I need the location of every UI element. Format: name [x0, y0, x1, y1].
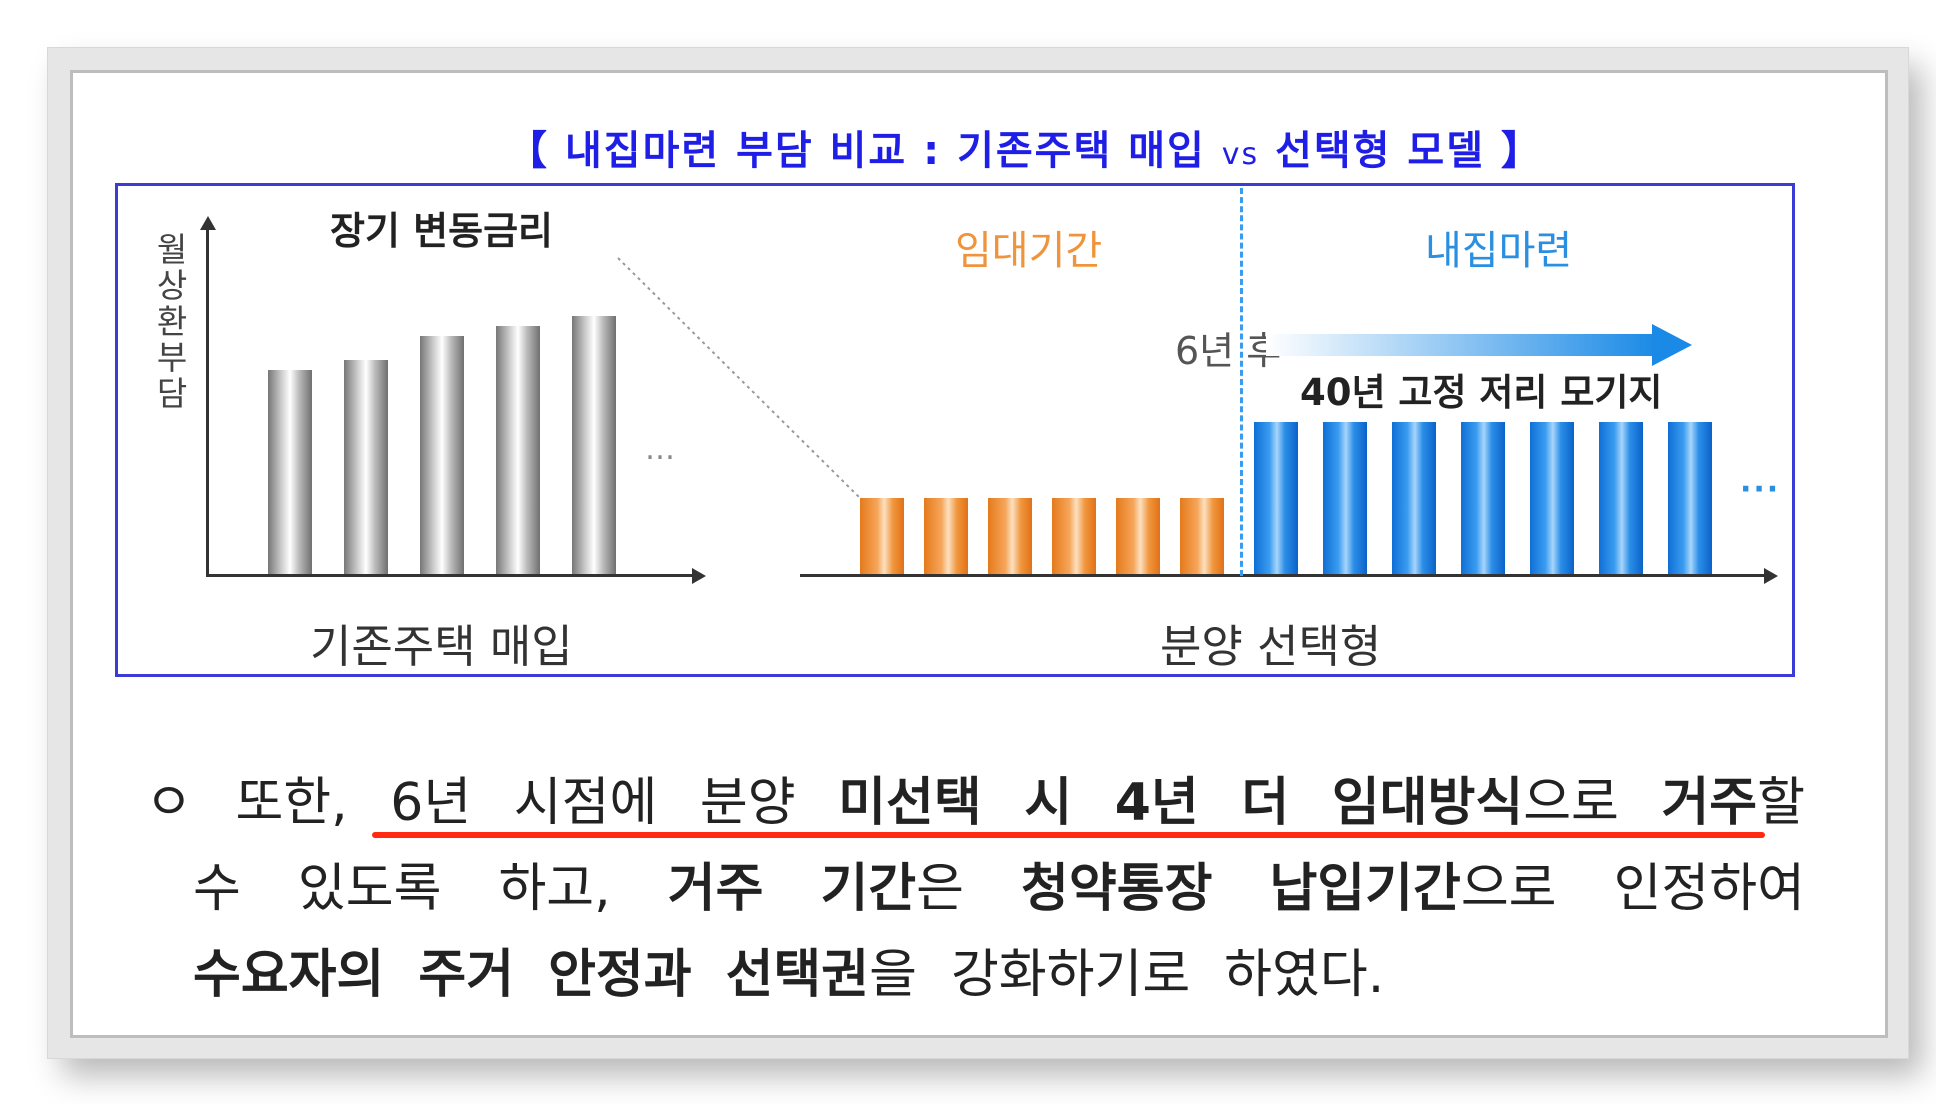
left-group-title: 장기 변동금리: [330, 209, 553, 253]
word: 시점에: [513, 773, 658, 833]
own-period-label: 내집마련: [1425, 228, 1573, 274]
bar-rent-1: [860, 498, 904, 574]
right-x-axis: [800, 574, 1766, 577]
bar-own-1: [1254, 422, 1298, 574]
word: 6년: [390, 773, 472, 833]
body-line-2: 수 있도록 하고, 거주 기간은 청약통장 납입기간으로 인정하여: [145, 846, 1805, 932]
title-left: 【 내집마련 부담 비교 : 기존주택 매입: [507, 128, 1206, 174]
word-group: 기간은: [820, 846, 964, 932]
word: 하였다.: [1224, 945, 1385, 1005]
bar-existing-1: [268, 370, 312, 574]
bar-rent-4: [1052, 498, 1096, 574]
word-bold: 거주: [1661, 773, 1758, 833]
word-bold: 4년: [1114, 773, 1199, 833]
bullet: ㅇ: [145, 773, 193, 833]
bar-rent-5: [1116, 498, 1160, 574]
right-ellipsis: ···: [1740, 472, 1781, 507]
body-paragraph: ㅇ 또한, 6년 시점에 분양 미선택 시 4년 더 임대방식으로 거주할 수 …: [145, 760, 1805, 1018]
word: 강화하기로: [950, 945, 1191, 1005]
bar-own-3: [1392, 422, 1436, 574]
word-bold: 납입기간: [1269, 859, 1461, 919]
word: 은: [916, 859, 964, 919]
emphasis-underline: [372, 832, 1765, 838]
word-bold: 수요자의: [193, 945, 385, 1005]
word: 으로: [1523, 773, 1619, 833]
word: 분양: [699, 773, 796, 833]
bar-own-7: [1668, 422, 1712, 574]
title-vs: vs: [1221, 137, 1260, 172]
right-caption: 분양 선택형: [1160, 620, 1382, 673]
bar-rent-2: [924, 498, 968, 574]
title-right: 선택형 모델 】: [1275, 128, 1543, 174]
word-bold: 안정과: [548, 945, 692, 1005]
left-ellipsis: …: [645, 432, 677, 467]
word-bold: 기간: [820, 859, 917, 919]
word-group: 임대방식으로: [1332, 760, 1619, 846]
word-bold: 거주: [667, 859, 764, 919]
bar-existing-5: [572, 315, 616, 574]
body-line-1: ㅇ 또한, 6년 시점에 분양 미선택 시 4년 더 임대방식으로 거주할: [145, 760, 1805, 846]
word: 수: [193, 859, 241, 919]
left-x-axis: [206, 574, 696, 577]
period-divider-line: [1240, 188, 1243, 576]
bar-rent-3: [988, 498, 1032, 574]
word: 으로: [1460, 859, 1557, 919]
word-bold: 시: [1024, 773, 1073, 833]
left-caption: 기존주택 매입: [310, 620, 573, 673]
left-x-axis-arrow: [692, 568, 706, 584]
word-bold: 선택권: [725, 945, 870, 1005]
word-group: 거주할: [1661, 760, 1805, 846]
diagram-box: [115, 183, 1795, 677]
after-6-years-label: 6년 후: [1175, 329, 1282, 373]
word-bold: 미선택: [838, 773, 982, 833]
word-bold: 청약통장: [1021, 859, 1213, 919]
left-y-axis: [206, 226, 209, 576]
bar-own-5: [1530, 422, 1574, 574]
bar-own-4: [1461, 422, 1505, 574]
bar-existing-3: [420, 336, 464, 574]
word: 하고,: [498, 859, 611, 919]
bar-own-6: [1599, 422, 1643, 574]
bar-rent-6: [1180, 498, 1224, 574]
bar-existing-4: [496, 325, 540, 574]
word: 인정하여: [1613, 859, 1805, 919]
word-bold: 임대방식: [1331, 773, 1524, 833]
word: 있도록: [297, 859, 442, 919]
rent-period-label: 임대기간: [955, 228, 1103, 274]
word: 할: [1757, 773, 1805, 833]
left-y-axis-arrow: [200, 216, 216, 230]
word-bold: 더: [1241, 773, 1290, 833]
fixed-rate-label: 40년 고정 저리 모기지: [1300, 371, 1663, 414]
diagram-title: 【 내집마련 부담 비교 : 기존주택 매입 vs 선택형 모델 】: [0, 118, 1936, 176]
word-group: 선택권을: [726, 932, 917, 1018]
word-bold: 주거: [418, 945, 515, 1005]
y-axis-label: 월 상환부담: [156, 230, 188, 413]
right-x-axis-arrow: [1764, 568, 1778, 584]
word: 을: [869, 945, 917, 1005]
word-group: 납입기간으로: [1269, 846, 1556, 932]
word: 또한,: [235, 773, 348, 833]
bar-existing-2: [344, 359, 388, 574]
body-line-3: 수요자의 주거 안정과 선택권을 강화하기로 하였다.: [145, 932, 1805, 1018]
bar-own-2: [1323, 422, 1367, 574]
